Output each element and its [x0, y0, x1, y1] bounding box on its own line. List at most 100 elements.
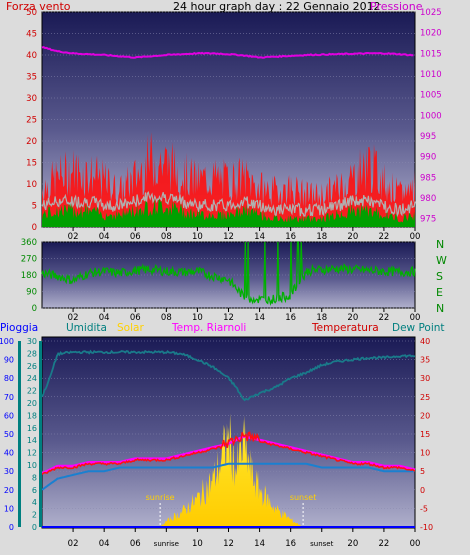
compass-label: N: [436, 302, 444, 315]
wind-tick-label: 45: [26, 30, 37, 40]
legend-item: Temperatura: [311, 322, 379, 334]
climate-time-label: sunset: [310, 540, 333, 548]
direction-tick-label: 0: [32, 304, 37, 314]
direction-time-label: 00: [410, 313, 421, 323]
wind-time-label: 20: [347, 232, 358, 242]
temperature-tick-label: 25: [420, 393, 430, 402]
pressure-tick-label: 1025: [420, 8, 442, 18]
wind-time-label: 12: [223, 232, 234, 242]
temperature-line: [41, 431, 416, 476]
climate-time-label: 10: [192, 539, 203, 549]
humidity-tick-label: 22: [27, 387, 37, 396]
rain-tick-label: 60: [4, 411, 14, 420]
pressure-tick-label: 1020: [420, 29, 442, 39]
climate-time-label: 12: [223, 539, 234, 549]
rain-tick-label: 10: [4, 504, 14, 513]
humidity-line: [41, 349, 416, 402]
wind-tick-label: 40: [26, 51, 37, 61]
temperature-tick-label: -5: [420, 504, 428, 513]
axis-labels: 5045403530252015105010251020101510101005…: [0, 8, 447, 549]
rain-tick-label: 30: [4, 467, 14, 476]
humidity-tick-label: 18: [27, 411, 37, 420]
direction-tick-label: 90: [26, 288, 37, 298]
wind-time-label: 02: [68, 232, 79, 242]
humidity-tick-label: 14: [27, 436, 37, 445]
rain-tick-label: 40: [4, 449, 14, 458]
rain-tick-label: 20: [4, 486, 14, 495]
humidity-tick-label: 24: [27, 374, 37, 383]
climate-time-label: 16: [285, 539, 296, 549]
humidity-tick-label: 10: [27, 461, 37, 470]
wind-time-label: 04: [99, 232, 110, 242]
rain-tick-label: 70: [4, 393, 14, 402]
wind-avg-line: [41, 191, 416, 218]
dew-point-line: [41, 462, 414, 491]
wind-time-label: 06: [130, 232, 141, 242]
pressure-tick-label: 975: [420, 215, 436, 225]
humidity-tick-label: 12: [27, 449, 37, 458]
climate-time-label: 14: [254, 539, 265, 549]
climate-time-label: 06: [130, 539, 141, 549]
humidity-tick-label: 8: [32, 473, 37, 482]
direction-tick-label: 360: [21, 238, 37, 248]
wind-avg-area: [42, 198, 415, 227]
direction-time-label: 08: [161, 313, 172, 323]
wind-axis-title: Forza vento: [6, 0, 71, 13]
temperature-tick-label: -10: [420, 523, 433, 532]
climate-time-label: 20: [347, 539, 358, 549]
humidity-axis-bar: [39, 341, 42, 527]
wind-tick-label: 35: [26, 73, 37, 83]
sunrise-label: sunrise: [146, 493, 175, 502]
humidity-tick-label: 26: [27, 362, 37, 371]
wind-time-label: 16: [285, 232, 296, 242]
compass-label: W: [436, 254, 447, 267]
wind-tick-label: 0: [32, 223, 37, 233]
direction-time-label: 14: [254, 313, 265, 323]
wind-time-label: 22: [379, 232, 390, 242]
pressure-tick-label: 1010: [420, 70, 442, 80]
wind-tick-label: 15: [26, 159, 37, 169]
wind-tick-label: 20: [26, 137, 37, 147]
wind-tick-label: 25: [26, 116, 37, 126]
temperature-tick-label: 20: [420, 411, 430, 420]
wind-time-label: 18: [316, 232, 327, 242]
direction-line: [41, 241, 416, 306]
page-title: 24 hour graph day : 22 Gennaio 2012: [173, 0, 381, 13]
rain-tick-label: 50: [4, 430, 14, 439]
temperature-tick-label: 35: [420, 356, 430, 365]
direction-time-label: 20: [347, 313, 358, 323]
legend-item: Solar: [117, 322, 144, 334]
direction-time-label: 04: [99, 313, 110, 323]
wind-tick-label: 30: [26, 94, 37, 104]
temperature-tick-label: 15: [420, 430, 430, 439]
legend-item: Umidita: [66, 322, 107, 334]
solar-area: [160, 413, 303, 527]
legend-item: Dew Point: [392, 322, 445, 334]
legend: Pioggia Umidita Solar Temp. Riarnoli Tempera…: [0, 322, 445, 334]
humidity-tick-label: 30: [27, 337, 37, 346]
humidity-tick-label: 20: [27, 399, 37, 408]
humidity-tick-label: 2: [32, 511, 37, 520]
climate-time-label: sunrise: [154, 540, 179, 548]
climate-time-label: 04: [99, 539, 110, 549]
direction-time-label: 22: [379, 313, 390, 323]
humidity-tick-label: 0: [32, 523, 37, 532]
climate-time-label: 00: [410, 539, 421, 549]
temperature-tick-label: 5: [420, 467, 425, 476]
direction-time-label: 18: [316, 313, 327, 323]
wind-tick-label: 5: [32, 202, 37, 212]
wind-time-label: 14: [254, 232, 265, 242]
humidity-tick-label: 28: [27, 349, 37, 358]
temperature-tick-label: 30: [420, 374, 430, 383]
pressure-axis-title: Pressione: [370, 0, 423, 13]
humidity-tick-label: 16: [27, 424, 37, 433]
compass-label: E: [436, 286, 443, 299]
pressure-tick-label: 1005: [420, 91, 442, 101]
pressure-tick-label: 990: [420, 153, 436, 163]
climate-time-label: 22: [379, 539, 390, 549]
pressure-tick-label: 1015: [420, 49, 442, 59]
pressure-line: [41, 46, 414, 59]
legend-item: Pioggia: [0, 322, 38, 334]
